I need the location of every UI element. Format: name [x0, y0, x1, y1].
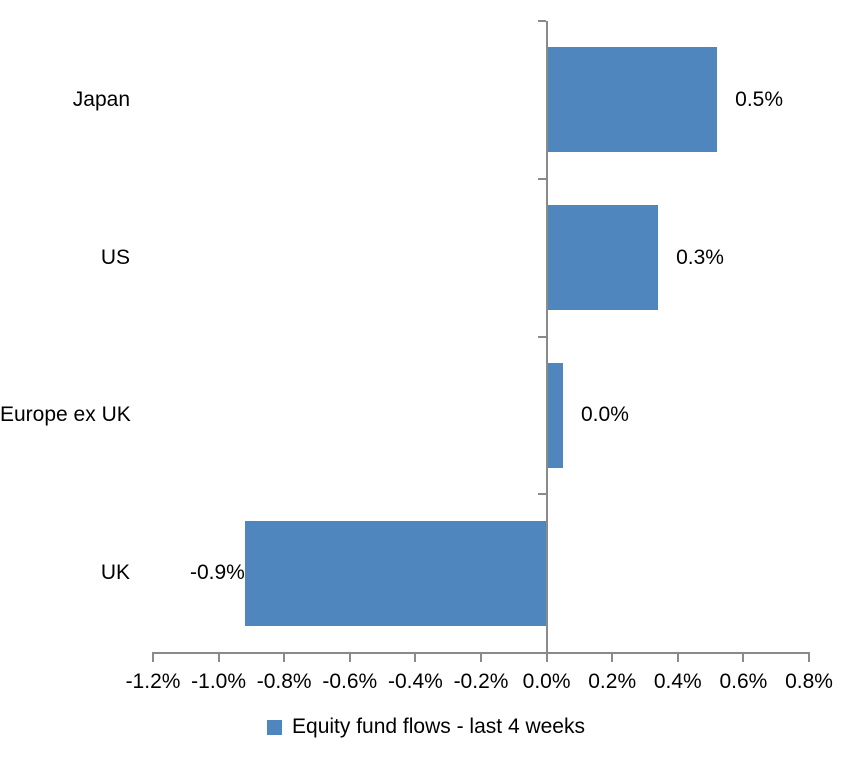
x-tick: [348, 654, 351, 662]
x-tick: [676, 654, 679, 662]
bar-us: [546, 205, 659, 311]
category-label-uk: UK: [100, 561, 130, 585]
x-tick: [283, 654, 286, 662]
category-tick: [537, 335, 546, 338]
category-tick: [537, 493, 546, 496]
data-label-uk: -0.9%: [189, 561, 245, 585]
y-axis-line: [545, 21, 548, 654]
x-tick-label: 0.6%: [719, 670, 768, 693]
x-tick-label: -0.4%: [387, 670, 443, 693]
legend-label: Equity fund flows - last 4 weeks: [292, 715, 585, 738]
category-label-europe-ex-uk: Europe ex UK: [0, 403, 131, 427]
category-tick: [537, 20, 546, 22]
x-tick: [808, 654, 810, 662]
bar-japan: [546, 47, 718, 153]
x-tick-label: 0.8%: [785, 670, 833, 693]
x-tick: [742, 654, 745, 662]
category-label-japan: Japan: [72, 87, 130, 111]
data-label-europe-ex-uk: 0.0%: [581, 403, 629, 427]
x-tick-label: 0.4%: [653, 670, 702, 693]
x-axis-line: [152, 652, 810, 654]
x-tick-label: -0.2%: [453, 670, 509, 693]
x-tick-label: 0.0%: [522, 670, 571, 693]
category-label-us: US: [100, 245, 130, 269]
x-tick: [414, 654, 417, 662]
data-label-us: 0.3%: [676, 245, 724, 269]
x-tick: [545, 654, 548, 662]
legend: Equity fund flows - last 4 weeks: [0, 713, 852, 741]
x-tick: [611, 654, 614, 662]
x-tick: [217, 654, 220, 662]
x-tick-label: 0.2%: [588, 670, 637, 693]
legend-swatch-icon: [267, 719, 283, 735]
category-tick: [537, 177, 546, 180]
x-tick-label: -0.6%: [322, 670, 378, 693]
x-tick-label: -1.2%: [125, 670, 181, 693]
x-tick: [152, 654, 154, 662]
data-label-japan: 0.5%: [735, 87, 784, 111]
x-tick-label: -1.0%: [191, 670, 247, 693]
x-tick: [480, 654, 482, 662]
x-tick-label: -0.8%: [256, 670, 312, 693]
bar-uk: [244, 520, 547, 626]
bar-europe-ex-uk: [546, 362, 563, 468]
